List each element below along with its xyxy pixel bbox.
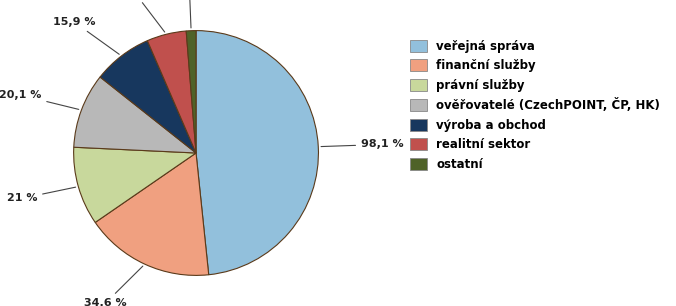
Text: 98,1 %: 98,1 % — [321, 140, 404, 149]
Legend: veřejná správa, finanční služby, právní služby, ověřovatelé (CzechPOINT, ČP, HK): veřejná správa, finanční služby, právní … — [406, 35, 665, 176]
Text: 34,6 %: 34,6 % — [84, 266, 143, 306]
Wedge shape — [196, 31, 318, 275]
Text: 2,6 %: 2,6 % — [172, 0, 207, 28]
Wedge shape — [74, 77, 196, 153]
Text: 10,6 %: 10,6 % — [114, 0, 165, 32]
Text: 21 %: 21 % — [7, 187, 76, 203]
Wedge shape — [186, 31, 196, 153]
Text: 15,9 %: 15,9 % — [53, 17, 119, 54]
Wedge shape — [100, 41, 196, 153]
Text: 20,1 %: 20,1 % — [0, 90, 78, 110]
Wedge shape — [95, 153, 209, 275]
Wedge shape — [74, 147, 196, 222]
Wedge shape — [147, 31, 196, 153]
